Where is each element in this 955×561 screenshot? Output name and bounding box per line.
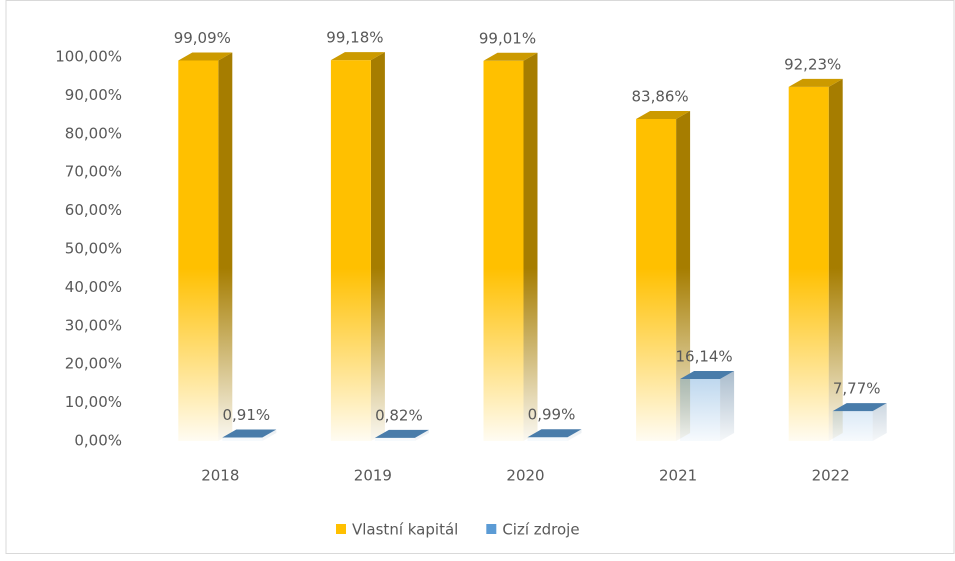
bar-top bbox=[330, 52, 385, 61]
y-tick-label: 60,00% bbox=[65, 201, 122, 219]
data-label: 0,99% bbox=[528, 406, 576, 424]
y-tick-label: 40,00% bbox=[65, 278, 122, 296]
x-tick-label: 2019 bbox=[354, 467, 392, 485]
bar-front bbox=[330, 60, 371, 441]
bar-front bbox=[222, 437, 263, 441]
bar-side bbox=[370, 52, 385, 441]
y-tick-label: 100,00% bbox=[55, 48, 122, 66]
bar-top bbox=[832, 403, 887, 412]
data-label: 99,09% bbox=[174, 29, 231, 47]
bar-side bbox=[567, 429, 582, 441]
bar-side bbox=[828, 78, 843, 442]
y-tick-label: 90,00% bbox=[65, 86, 122, 104]
data-label: 16,14% bbox=[675, 348, 732, 366]
data-label: 99,18% bbox=[326, 29, 383, 47]
legend-label: Vlastní kapitál bbox=[352, 521, 458, 539]
y-tick-label: 0,00% bbox=[74, 432, 122, 450]
bar bbox=[788, 78, 843, 442]
bar-side bbox=[262, 429, 277, 441]
bar-side bbox=[720, 371, 735, 441]
bar-front bbox=[374, 437, 415, 441]
data-label: 7,77% bbox=[833, 380, 881, 398]
x-tick-label: 2021 bbox=[659, 467, 697, 485]
data-label: 92,23% bbox=[784, 55, 841, 73]
bar-top bbox=[788, 78, 843, 87]
x-tick-label: 2018 bbox=[201, 467, 239, 485]
data-label: 99,01% bbox=[479, 29, 536, 47]
data-label: 83,86% bbox=[631, 87, 688, 105]
bar-front bbox=[483, 60, 524, 441]
bar bbox=[483, 52, 538, 441]
bar-front bbox=[527, 437, 568, 441]
bar-front bbox=[636, 118, 677, 441]
bar-front bbox=[788, 86, 829, 442]
bar-side bbox=[872, 403, 887, 441]
x-tick-label: 2020 bbox=[506, 467, 544, 485]
bar-top bbox=[636, 110, 691, 119]
bar bbox=[222, 429, 277, 441]
x-tick-label: 2022 bbox=[812, 467, 850, 485]
y-tick-label: 20,00% bbox=[65, 355, 122, 373]
bar-top bbox=[374, 429, 429, 438]
bar-top bbox=[222, 429, 277, 438]
data-label: 0,91% bbox=[222, 406, 270, 424]
bar-side bbox=[414, 429, 429, 441]
legend-label: Cizí zdroje bbox=[502, 521, 579, 539]
legend-swatch bbox=[486, 524, 497, 534]
data-label: 0,82% bbox=[375, 406, 423, 424]
bar-top bbox=[680, 371, 735, 380]
bar-side bbox=[218, 52, 233, 442]
bar-front bbox=[680, 379, 721, 441]
bar-top bbox=[483, 52, 538, 61]
y-tick-label: 50,00% bbox=[65, 240, 122, 258]
bar bbox=[636, 110, 691, 441]
bar bbox=[832, 403, 887, 441]
y-tick-label: 10,00% bbox=[65, 393, 122, 411]
bar-top bbox=[527, 429, 582, 438]
bar bbox=[527, 429, 582, 441]
bar bbox=[374, 429, 429, 441]
y-tick-label: 30,00% bbox=[65, 316, 122, 334]
bar-side bbox=[523, 52, 538, 441]
bar-front bbox=[178, 60, 219, 442]
legend-swatch bbox=[336, 524, 346, 534]
bar-side bbox=[676, 110, 691, 441]
bar-front bbox=[832, 411, 873, 441]
y-tick-label: 80,00% bbox=[65, 124, 122, 142]
bar-top bbox=[178, 52, 233, 61]
bar bbox=[330, 52, 385, 441]
bar bbox=[680, 371, 735, 441]
bar bbox=[178, 52, 233, 442]
y-tick-label: 70,00% bbox=[65, 163, 122, 181]
